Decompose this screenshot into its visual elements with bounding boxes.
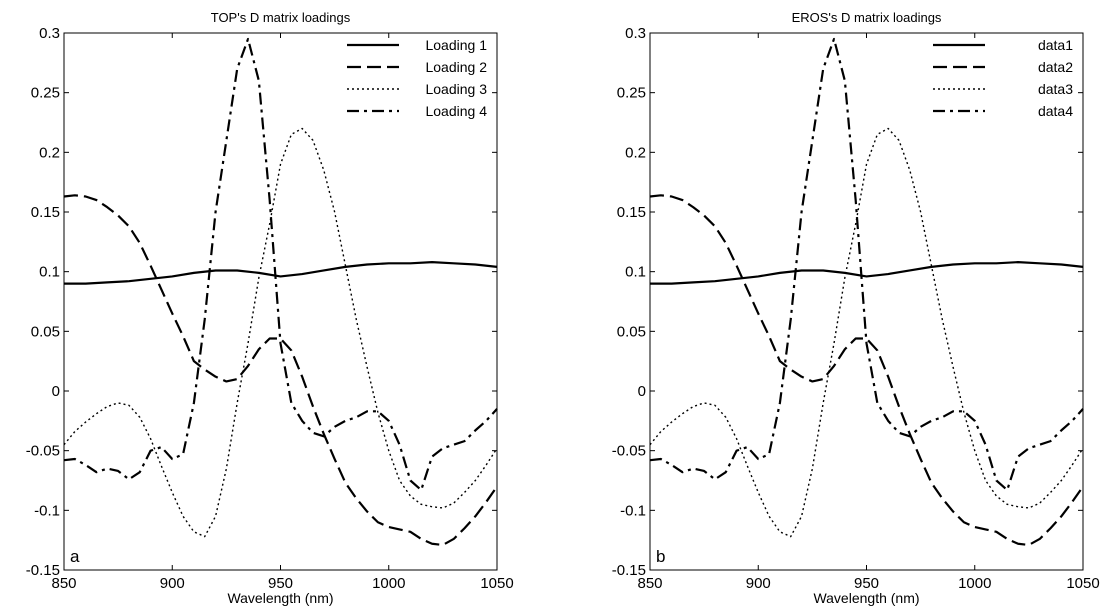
- series-line-4: [649, 37, 1084, 492]
- x-axis-label: Wavelength (nm): [227, 590, 333, 606]
- y-tick-label: 0.2: [625, 144, 646, 161]
- y-tick-label: 0.05: [617, 323, 646, 340]
- x-axis-label: Wavelength (nm): [813, 590, 919, 606]
- y-tick-label: 0.3: [625, 25, 646, 42]
- x-tick-label: 850: [637, 575, 662, 592]
- chart-panel-a: TOP's D matrix loadings 850 900 950 1000 1050…: [26, 10, 514, 606]
- y-tick-label: 0.25: [31, 85, 60, 102]
- series-line-3: [63, 127, 498, 538]
- x-tick-label: 950: [854, 575, 879, 592]
- plot-area: [63, 32, 498, 571]
- chart-title: EROS's D matrix loadings: [792, 10, 942, 25]
- panel-label: b: [656, 547, 665, 566]
- y-tick-label: 0.1: [625, 264, 646, 281]
- x-tick-label: 1000: [372, 575, 405, 592]
- x-tick-label: 850: [51, 575, 76, 592]
- y-tick-label: 0.3: [39, 25, 60, 42]
- series-line-3: [649, 127, 1084, 538]
- series-line-1: [64, 261, 498, 285]
- y-tick-label: 0.15: [617, 204, 646, 221]
- x-tick-label: 900: [746, 575, 771, 592]
- legend-label-1: Loading 1: [425, 37, 487, 53]
- y-tick-label: 0: [638, 383, 646, 400]
- y-tick-label: -0.05: [612, 443, 646, 460]
- x-tick-label: 1050: [1066, 575, 1099, 592]
- x-tick-label: 1050: [480, 575, 513, 592]
- legend-label-3: Loading 3: [425, 81, 487, 97]
- y-tick-label: 0.1: [39, 264, 60, 281]
- y-tick-label: 0.2: [39, 144, 60, 161]
- legend-label-2: data2: [1038, 59, 1073, 75]
- chart-panel-b: EROS's D matrix loadings 850 900 950 1000 105…: [612, 10, 1100, 606]
- series-line-4: [63, 37, 498, 492]
- y-tick-label: 0: [52, 383, 60, 400]
- series-line-1: [650, 261, 1084, 285]
- y-tick-label: -0.1: [620, 502, 646, 519]
- y-tick-label: -0.15: [612, 562, 646, 579]
- series-line-2: [63, 194, 498, 547]
- legend-label-1: data1: [1038, 37, 1073, 53]
- y-tick-label: 0.05: [31, 323, 60, 340]
- y-tick-label: -0.15: [26, 562, 60, 579]
- plot-area: [649, 32, 1084, 571]
- y-tick-label: -0.05: [26, 443, 60, 460]
- legend-label-4: data4: [1038, 103, 1073, 119]
- chart-title: TOP's D matrix loadings: [211, 10, 351, 25]
- legend-label-2: Loading 2: [425, 59, 487, 75]
- y-tick-label: 0.15: [31, 204, 60, 221]
- legend-label-3: data3: [1038, 81, 1073, 97]
- legend-label-4: Loading 4: [425, 103, 487, 119]
- x-tick-label: 1000: [958, 575, 991, 592]
- y-tick-label: -0.1: [34, 502, 60, 519]
- y-tick-label: 0.25: [617, 85, 646, 102]
- panel-label: a: [70, 547, 80, 566]
- x-tick-label: 900: [160, 575, 185, 592]
- series-line-2: [649, 194, 1084, 547]
- x-tick-label: 950: [268, 575, 293, 592]
